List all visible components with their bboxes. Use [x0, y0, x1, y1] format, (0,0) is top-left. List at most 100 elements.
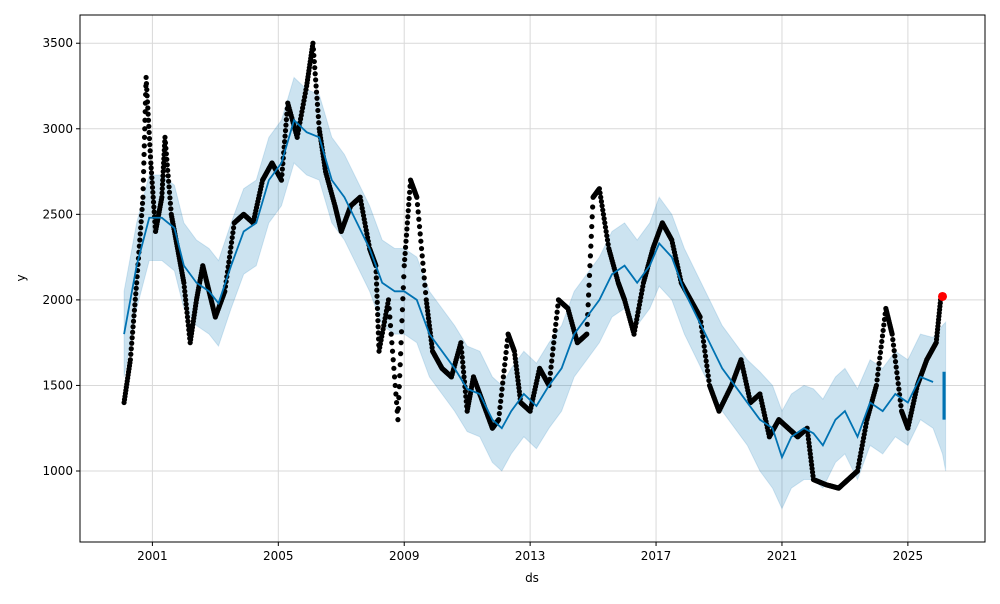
observed-point: [143, 80, 150, 87]
observed-point: [151, 209, 157, 215]
observed-point: [391, 365, 397, 371]
observed-point: [130, 329, 136, 335]
observed-point: [148, 165, 154, 171]
observed-point: [700, 338, 707, 345]
observed-point: [159, 181, 166, 187]
observed-point: [554, 309, 560, 315]
observed-point: [402, 250, 408, 257]
observed-point: [893, 364, 899, 370]
observed-point: [420, 267, 427, 274]
observed-point: [148, 170, 155, 176]
observed-point: [418, 238, 424, 244]
y-tick-label: 3500: [42, 36, 73, 50]
observed-point: [164, 156, 170, 162]
observed-point: [400, 296, 406, 302]
observed-point: [877, 355, 883, 361]
observed-point: [496, 417, 502, 423]
observed-point: [459, 349, 465, 356]
observed-point: [497, 404, 503, 411]
observed-point: [388, 331, 394, 337]
x-tick-label: 2005: [263, 549, 294, 563]
observed-point: [230, 230, 236, 236]
observed-point: [401, 263, 407, 269]
observed-point: [147, 142, 153, 148]
observed-point: [183, 297, 189, 303]
observed-point: [181, 280, 187, 286]
observed-point: [130, 318, 137, 324]
observed-point: [165, 173, 171, 179]
observed-point: [552, 327, 558, 334]
observed-point: [604, 233, 610, 239]
observed-point: [898, 403, 904, 409]
forecast-line: [123, 118, 934, 460]
highlight-point: [938, 291, 948, 301]
observed-point: [151, 204, 157, 210]
observed-points: [121, 40, 944, 491]
observed-point: [278, 177, 285, 183]
observed-point: [279, 172, 285, 178]
observed-point: [316, 120, 322, 126]
observed-point: [604, 237, 611, 243]
observed-point: [149, 179, 155, 186]
observed-point: [702, 353, 709, 359]
x-tick-label: 2013: [515, 549, 546, 563]
observed-point: [586, 282, 592, 288]
observed-point: [402, 256, 408, 263]
observed-point: [163, 145, 169, 151]
forecast-period-bar: [942, 371, 946, 420]
observed-point: [375, 324, 381, 330]
observed-point: [146, 135, 153, 142]
x-axis-label: ds: [525, 571, 539, 585]
observed-point: [311, 52, 317, 59]
observed-point: [460, 359, 466, 365]
observed-point: [397, 373, 403, 379]
observed-point: [129, 335, 135, 341]
observed-point: [184, 310, 190, 316]
observed-point: [421, 275, 427, 281]
observed-point: [502, 362, 508, 368]
observed-point: [549, 358, 555, 364]
observed-point: [141, 168, 147, 175]
observed-point: [389, 340, 395, 346]
observed-point: [312, 65, 318, 71]
observed-point: [703, 358, 709, 364]
observed-point: [139, 206, 145, 213]
observed-point: [588, 233, 594, 239]
observed-point: [165, 178, 172, 184]
observed-point: [398, 351, 404, 357]
observed-point: [396, 395, 402, 401]
observed-point: [398, 329, 405, 335]
observed-point: [140, 177, 147, 183]
observed-point: [895, 381, 901, 387]
observed-point: [160, 164, 167, 170]
observed-point: [498, 392, 504, 398]
observed-point: [422, 289, 429, 296]
observed-point: [141, 151, 147, 158]
observed-point: [705, 373, 711, 379]
observed-point: [137, 231, 143, 237]
observed-point: [585, 302, 591, 308]
observed-point: [584, 331, 590, 337]
observed-point: [601, 216, 607, 222]
observed-point: [311, 58, 317, 65]
observed-point: [874, 377, 880, 383]
observed-point: [547, 376, 553, 382]
observed-point: [138, 219, 144, 225]
observed-point: [879, 338, 885, 345]
observed-point: [139, 200, 146, 206]
observed-point: [407, 189, 413, 195]
observed-point: [282, 128, 289, 134]
observed-point: [600, 211, 607, 217]
observed-point: [596, 186, 602, 192]
observed-point: [160, 173, 166, 179]
observed-point: [402, 244, 409, 250]
y-tick-label: 2000: [42, 293, 73, 307]
observed-point: [398, 340, 404, 346]
observed-point: [160, 177, 166, 183]
observed-point: [892, 359, 899, 365]
observed-point: [147, 148, 153, 154]
observed-point: [393, 399, 400, 406]
observed-point: [555, 303, 561, 309]
observed-point: [460, 369, 467, 375]
